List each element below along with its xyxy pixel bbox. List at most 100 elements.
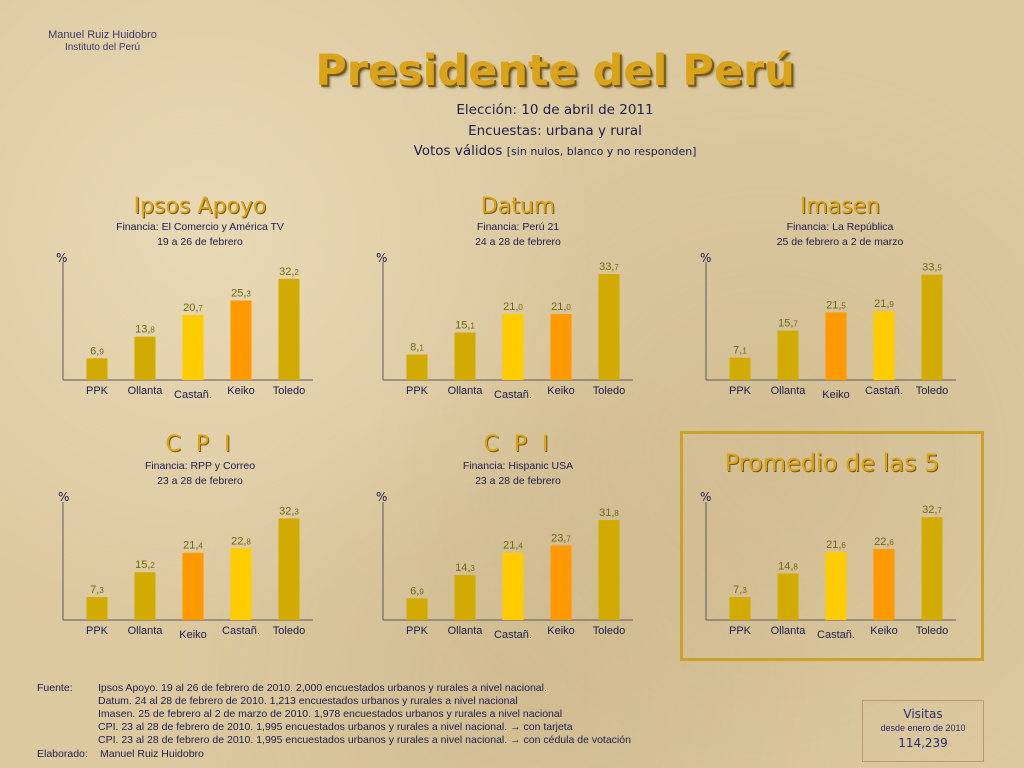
chart-financing-imasen: Financia: La República [786, 221, 894, 233]
category-label: Keiko [547, 625, 575, 637]
bar-casta [873, 311, 895, 380]
y-axis-label: % [376, 251, 388, 265]
survey-type: Encuestas: urbana y rural [468, 123, 642, 139]
chart-financing-ipsos: Financia: El Comercio y América TV [116, 221, 284, 233]
category-label: PPK [86, 625, 109, 637]
category-label: Keiko [870, 625, 898, 637]
y-axis-label: % [56, 251, 68, 265]
category-label: Castañ. [494, 629, 532, 641]
visit-counter-since: desde enero de 2010 [880, 723, 966, 733]
category-label: PPK [406, 625, 429, 637]
chart-financing-cpi-2: Financia: Hispanic USA [462, 460, 574, 472]
source-line: CPI. 23 al 28 de febrero de 2010. 1,995 … [98, 734, 631, 746]
bar-casta [182, 314, 204, 380]
y-axis-label: % [700, 251, 712, 265]
value-label: 32,7 [922, 504, 942, 516]
value-label: 7,3 [90, 584, 104, 596]
chart-dates-cpi-1: 23 a 28 de febrero [157, 475, 243, 487]
chart-dates-imasen: 25 de febrero a 2 de marzo [776, 236, 904, 248]
category-label: Ollanta [128, 385, 164, 397]
chart-title-imasen: Imasen [799, 194, 881, 219]
author-name: Manuel Ruiz Huidobro [48, 29, 157, 41]
bar-toledo [921, 274, 943, 380]
value-label: 6,9 [90, 345, 104, 357]
bar-ppk [729, 597, 751, 620]
bar-keiko [230, 300, 252, 380]
bar-keiko [873, 548, 895, 620]
bar-ollanta [454, 575, 476, 620]
source-line: Datum. 24 al 28 de febrero de 2010. 1,21… [98, 695, 518, 707]
bar-casta [502, 552, 524, 620]
y-axis-label: % [58, 490, 70, 504]
visit-counter-count: 114,239 [898, 736, 948, 750]
value-label: 6,9 [410, 585, 424, 597]
bar-keiko [550, 314, 572, 380]
chart-dates-ipsos: 19 a 26 de febrero [157, 236, 243, 248]
value-label: 14,8 [778, 560, 798, 572]
category-label: PPK [406, 385, 429, 397]
source-label: Fuente: [37, 682, 73, 694]
category-label: Keiko [822, 389, 850, 401]
chart-financing-datum: Financia: Perú 21 [476, 221, 560, 233]
value-label: 14,3 [455, 562, 475, 574]
value-label: 33,5 [922, 262, 942, 274]
category-label: Castañ. [174, 389, 212, 401]
value-label: 33,7 [599, 261, 619, 273]
page-title: Presidente del Perú [315, 46, 795, 96]
bar-ppk [86, 358, 108, 380]
category-label: Castañ. [222, 625, 260, 637]
bar-ollanta [134, 572, 156, 620]
valid-votes-line: Votos válidos [sin nulos, blanco y no re… [0, 143, 1024, 159]
bar-toledo [598, 520, 620, 620]
bar-chart-cpi-2: 6,9 PPK 14,3 Ollanta 21,4 Castañ. 23,7 Keiko 31,… [382, 502, 633, 641]
value-label: 21,4 [183, 540, 203, 552]
category-label: PPK [729, 625, 752, 637]
bar-toledo [921, 517, 943, 620]
chart-dates-datum: 24 a 28 de febrero [475, 236, 561, 248]
value-label: 25,3 [231, 287, 251, 299]
chart-title-cpi-1: C P I [165, 432, 235, 457]
bar-chart-datum: 8,1 PPK 15,1 Ollanta 21,0 Castañ. 21,0 Keiko 33,… [382, 261, 633, 401]
valid-votes-label: Votos válidos [413, 143, 503, 159]
bar-ollanta [777, 573, 799, 620]
average-highlight-box [680, 431, 984, 661]
value-label: 32,2 [279, 266, 299, 278]
visit-counter: Visitas desde enero de 2010 114,239 [862, 700, 984, 762]
category-label: Ollanta [128, 625, 164, 637]
prepared-by-name: Manuel Ruiz Huidobro [100, 748, 204, 760]
category-label: Toledo [593, 385, 625, 397]
value-label: 15,2 [135, 559, 155, 571]
chart-title-cpi-2: C P I [483, 432, 553, 457]
chart-title-ipsos: Ipsos Apoyo [133, 194, 267, 219]
value-label: 7,3 [733, 584, 747, 596]
bar-casta [502, 314, 524, 380]
chart-title-promedio: Promedio de las 5 [724, 449, 940, 477]
bar-keiko [182, 552, 204, 620]
bar-ollanta [454, 332, 476, 380]
value-label: 21,0 [551, 301, 571, 313]
source-line: Ipsos Apoyo. 19 al 26 de febrero de 2010… [98, 682, 547, 694]
valid-votes-note: [sin nulos, blanco y no responden] [506, 145, 697, 158]
visit-counter-title: Visitas [903, 707, 943, 721]
bar-toledo [598, 274, 620, 380]
bar-keiko [825, 312, 847, 380]
value-label: 8,1 [410, 342, 424, 354]
value-label: 20,7 [183, 302, 203, 314]
value-label: 31,8 [599, 507, 619, 519]
category-label: Castañ. [865, 385, 903, 397]
bar-ppk [729, 357, 751, 380]
value-label: 15,7 [778, 318, 798, 330]
value-label: 7,1 [733, 345, 747, 357]
category-label: Castañ. [817, 629, 855, 641]
bar-ollanta [777, 330, 799, 380]
category-label: Toledo [916, 625, 948, 637]
value-label: 22,8 [231, 535, 251, 547]
chart-financing-cpi-1: Financia: RPP y Correo [144, 460, 256, 472]
category-label: Ollanta [771, 385, 807, 397]
category-label: PPK [729, 385, 752, 397]
category-label: Keiko [179, 629, 207, 641]
bar-ppk [406, 354, 428, 380]
value-label: 13,8 [135, 324, 155, 336]
bar-chart-promedio: 7,3 PPK 14,8 Ollanta 21,6 Castañ. 22,6 Keiko 32,… [705, 502, 956, 641]
category-label: Castañ. [494, 389, 532, 401]
